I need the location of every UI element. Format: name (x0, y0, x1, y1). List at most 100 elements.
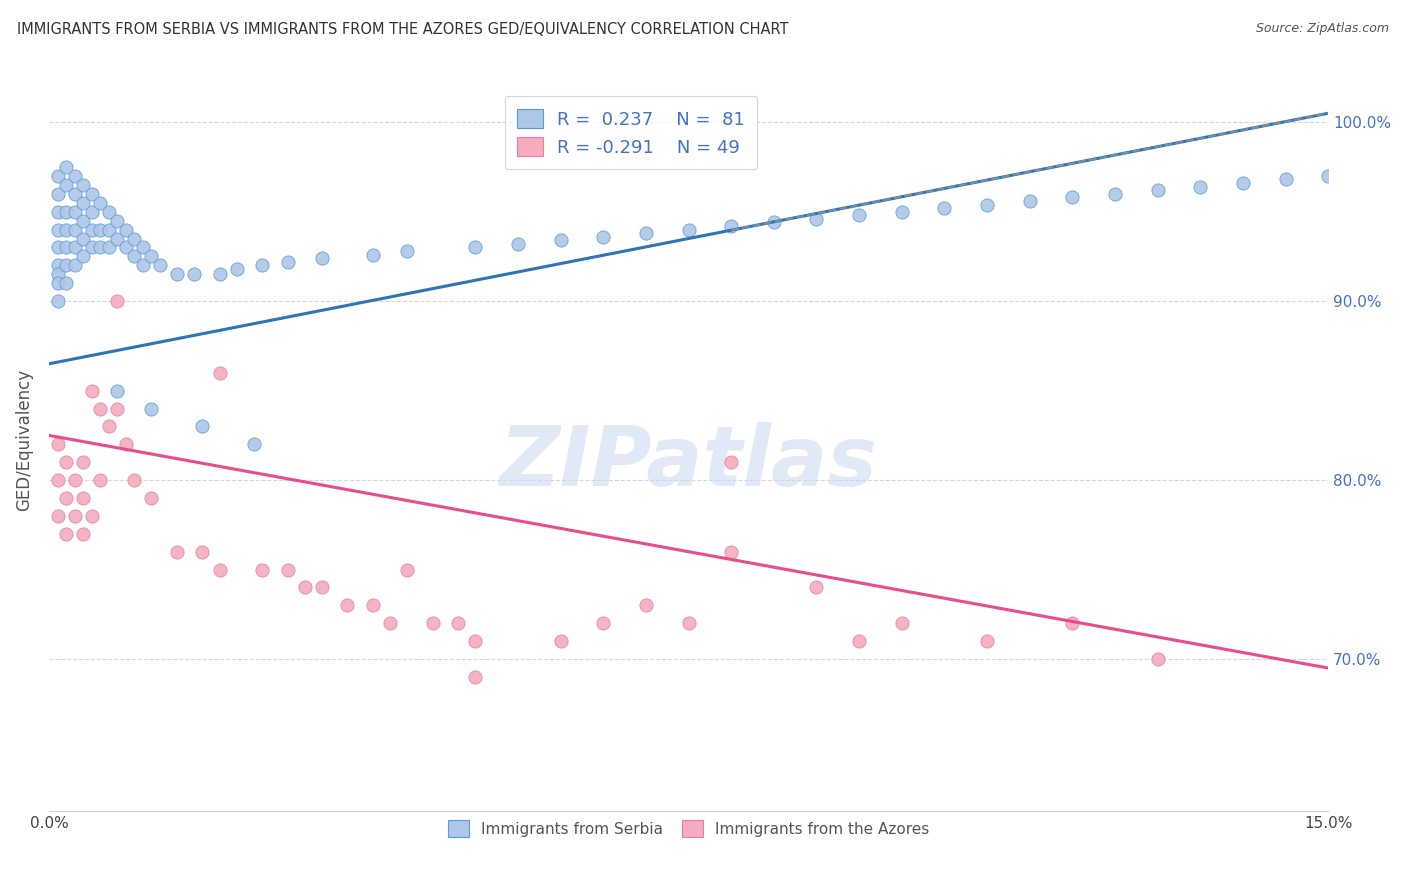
Point (311, 581, 333, 595)
Point (592, 616, 614, 631)
Point (46, 277, 69, 291)
Point (890, 616, 912, 631)
Point (1146, 652, 1168, 666)
Point (890, 204, 912, 219)
Legend: Immigrants from Serbia, Immigrants from the Azores: Immigrants from Serbia, Immigrants from … (440, 813, 936, 845)
Point (294, 581, 316, 595)
Point (105, 401, 128, 416)
Point (634, 599, 657, 613)
Point (634, 226, 657, 240)
Point (72, 249, 94, 263)
Text: IMMIGRANTS FROM SERBIA VS IMMIGRANTS FROM THE AZORES GED/EQUIVALENCY CORRELATION: IMMIGRANTS FROM SERBIA VS IMMIGRANTS FRO… (17, 22, 789, 37)
Point (225, 262, 247, 277)
Point (72, 231, 94, 245)
Point (114, 437, 136, 451)
Point (63, 508, 86, 523)
Point (105, 294, 128, 309)
Point (678, 616, 700, 631)
Point (464, 634, 486, 648)
Point (80, 508, 103, 523)
Point (762, 215, 785, 229)
Point (592, 229, 614, 244)
Point (46, 508, 69, 523)
Point (46, 259, 69, 273)
Point (183, 268, 205, 282)
Point (806, 581, 828, 595)
Point (464, 240, 486, 254)
Point (89, 195, 111, 210)
Point (80, 186, 103, 201)
Point (1274, 172, 1296, 186)
Point (105, 213, 128, 227)
Point (311, 251, 333, 265)
Point (46, 169, 69, 183)
Point (46, 204, 69, 219)
Point (72, 178, 94, 192)
Point (141, 491, 163, 505)
Point (46, 473, 69, 487)
Point (46, 222, 69, 236)
Point (242, 437, 264, 451)
Point (80, 384, 103, 398)
Point (976, 634, 998, 648)
Point (114, 240, 136, 254)
Point (55, 178, 77, 192)
Point (105, 384, 128, 398)
Point (1104, 186, 1126, 201)
Point (1018, 194, 1040, 208)
Point (447, 616, 470, 631)
Point (277, 254, 299, 268)
Point (720, 544, 742, 558)
Point (63, 204, 86, 219)
Point (848, 634, 870, 648)
Point (506, 236, 529, 251)
Point (976, 197, 998, 211)
Point (89, 473, 111, 487)
Point (396, 244, 419, 258)
Point (464, 670, 486, 684)
Point (89, 401, 111, 416)
Point (720, 219, 742, 233)
Point (208, 268, 231, 282)
Point (89, 240, 111, 254)
Point (1232, 176, 1254, 190)
Point (396, 563, 419, 577)
Point (55, 160, 77, 174)
Text: Source: ZipAtlas.com: Source: ZipAtlas.com (1256, 22, 1389, 36)
Point (63, 186, 86, 201)
Point (122, 231, 145, 245)
Point (550, 233, 572, 247)
Point (80, 222, 103, 236)
Point (1189, 179, 1212, 194)
Point (378, 616, 401, 631)
Point (720, 455, 742, 469)
Point (550, 634, 572, 648)
Point (122, 249, 145, 263)
Point (63, 222, 86, 236)
Point (191, 419, 214, 434)
Point (336, 599, 359, 613)
Point (55, 277, 77, 291)
Point (97, 222, 120, 236)
Point (46, 186, 69, 201)
Point (55, 222, 77, 236)
Point (166, 268, 188, 282)
Point (105, 231, 128, 245)
Point (97, 419, 120, 434)
Point (191, 544, 214, 558)
Point (250, 563, 273, 577)
Point (55, 204, 77, 219)
Point (46, 240, 69, 254)
Point (72, 526, 94, 541)
Point (132, 259, 155, 273)
Point (208, 563, 231, 577)
Point (277, 563, 299, 577)
Point (46, 437, 69, 451)
Point (1062, 190, 1084, 204)
Point (848, 208, 870, 222)
Point (55, 259, 77, 273)
Point (1317, 169, 1340, 183)
Point (89, 222, 111, 236)
Point (72, 213, 94, 227)
Point (72, 455, 94, 469)
